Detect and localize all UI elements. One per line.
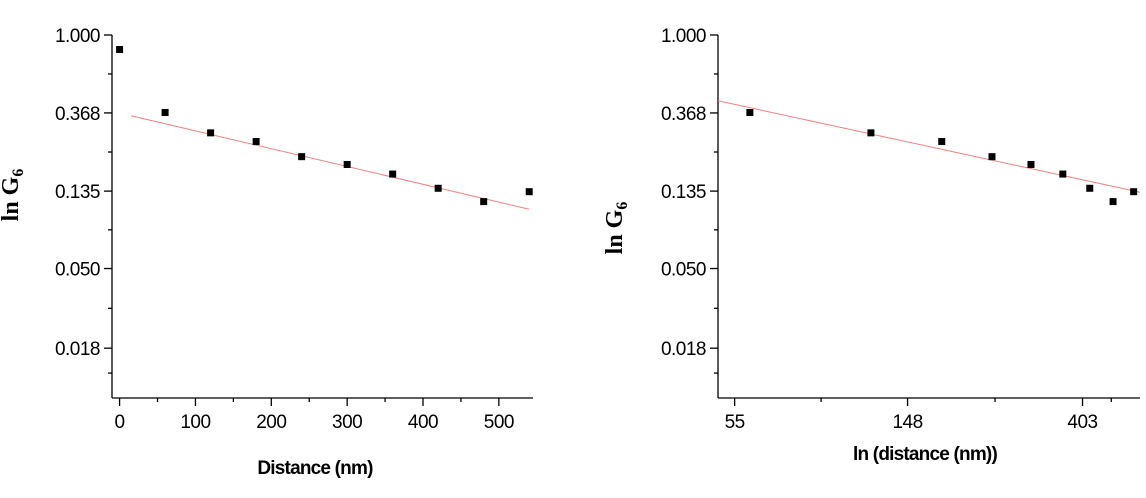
data-point (434, 184, 442, 192)
y-tick-label: 0.368 (661, 104, 706, 125)
x-tick-label: 148 (892, 412, 922, 433)
y-tick-label: 0.018 (55, 339, 100, 360)
chart-left: 1.000 0.368 0.135 0.050 0.018 0 100 200 300 400 50… (0, 26, 533, 479)
y-tick-label: 0.135 (55, 182, 100, 203)
x-tick-label: 55 (725, 412, 745, 433)
data-point (1027, 160, 1035, 168)
data-point (161, 109, 169, 117)
data-point (389, 170, 397, 178)
y-axis-title-text: ln G (602, 209, 628, 254)
x-tick-label: 300 (332, 412, 362, 433)
data-point (1059, 170, 1067, 178)
data-point (252, 138, 260, 146)
y-tick-label: 0.135 (661, 182, 706, 203)
y-axis-title: ln G6 (0, 169, 27, 222)
y-tick-label: 1.000 (55, 26, 100, 47)
x-tick-label: 500 (484, 412, 514, 433)
data-point (1130, 188, 1138, 196)
x-tick-label: 200 (256, 412, 286, 433)
y-tick-label: 0.018 (661, 339, 706, 360)
data-point (525, 188, 533, 196)
data-point (116, 46, 124, 54)
fit-line (717, 100, 1141, 193)
data-point (298, 153, 306, 161)
x-tick-label: 0 (115, 412, 125, 433)
data-point (746, 109, 754, 117)
data-point (867, 129, 875, 137)
data-point (1086, 184, 1094, 192)
x-tick-label: 400 (408, 412, 438, 433)
x-axis-title: Distance (nm) (257, 458, 373, 479)
y-tick-label: 0.050 (55, 260, 100, 281)
data-point (938, 138, 946, 146)
y-tick-label: 0.368 (55, 104, 100, 125)
y-axis-title-subscript: 6 (614, 202, 631, 210)
x-tick-label: 403 (1067, 412, 1097, 433)
data-point (480, 198, 488, 206)
y-axis-title: ln G6 (602, 202, 631, 255)
data-point (1109, 198, 1117, 206)
y-tick-label: 0.050 (661, 260, 706, 281)
fit-line (130, 115, 530, 210)
data-point (988, 153, 996, 161)
y-tick-label: 1.000 (661, 26, 706, 47)
x-tick-label: 100 (180, 412, 210, 433)
chart-right: 1.000 0.368 0.135 0.050 0.018 55 148 403 ln (dis… (602, 26, 1141, 465)
y-axis-title-subscript: 6 (10, 169, 27, 177)
data-point (207, 129, 215, 137)
data-point (343, 160, 351, 168)
x-axis-title: ln (distance (nm)) (853, 444, 997, 465)
y-axis-title-text: ln G (0, 176, 24, 221)
